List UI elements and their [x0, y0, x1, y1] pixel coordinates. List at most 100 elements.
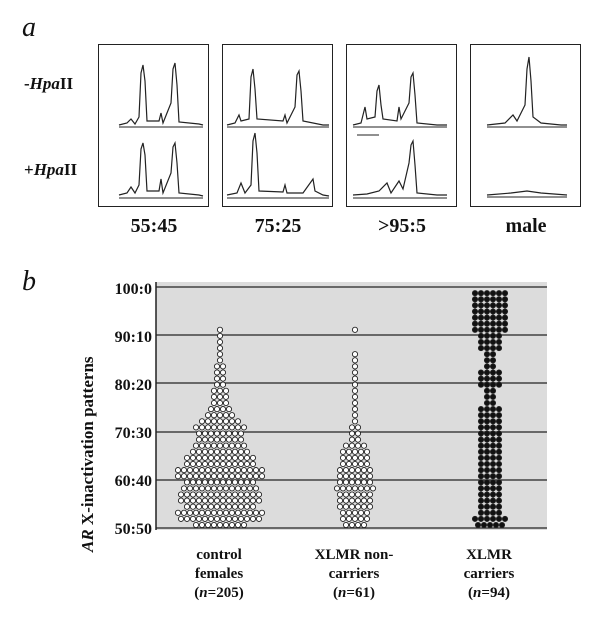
dot: [216, 509, 224, 516]
dot: [342, 473, 350, 480]
dot: [219, 406, 227, 413]
dot: [237, 436, 245, 443]
dot: [231, 479, 239, 486]
trace-box-95-5: [346, 44, 457, 207]
dot: [213, 515, 221, 522]
dot: [483, 308, 491, 315]
dot: [222, 509, 230, 516]
group-line1: XLMR: [466, 547, 512, 563]
dot: [192, 509, 200, 516]
dot: [354, 491, 362, 498]
dot: [483, 503, 491, 510]
dot: [483, 491, 491, 498]
dot: [489, 412, 497, 419]
dot: [351, 369, 359, 376]
dot: [207, 454, 215, 461]
dot: [177, 497, 185, 504]
dot: [207, 479, 215, 486]
dot: [483, 418, 491, 425]
dot: [207, 515, 215, 522]
dot: [351, 381, 359, 388]
dot: [483, 387, 491, 394]
trace-95-5-svg: [352, 70, 447, 199]
dot: [483, 479, 491, 486]
dot: [222, 424, 230, 431]
dot: [477, 515, 485, 522]
dot: [495, 430, 503, 437]
dot: [243, 503, 251, 510]
dot: [483, 454, 491, 461]
dot: [237, 479, 245, 486]
dot: [357, 460, 365, 468]
dot: [213, 430, 221, 437]
dot: [495, 296, 503, 303]
row-label-plus-hpaii: +HpaII: [24, 160, 77, 180]
dot: [336, 491, 344, 498]
dot: [495, 442, 503, 449]
dot: [225, 479, 233, 486]
dot: [219, 454, 227, 461]
dot: [483, 381, 491, 388]
dot: [474, 521, 482, 529]
group-line1: XLMR non-: [314, 547, 394, 563]
dot: [363, 454, 371, 461]
row-label-minus-hpaii: -HpaII: [24, 74, 73, 94]
dot: [225, 448, 233, 455]
dot: [348, 491, 356, 498]
dot: [348, 424, 356, 431]
dot: [489, 497, 497, 504]
dot: [195, 454, 203, 461]
dots-xlmr-carriers: [471, 290, 509, 529]
dot: [477, 454, 485, 461]
dot: [351, 351, 359, 358]
dot: [177, 515, 185, 522]
dot: [477, 418, 485, 425]
dot: [216, 338, 224, 346]
dot: [195, 460, 203, 468]
dot: [495, 509, 503, 516]
dot: [252, 509, 260, 516]
dot: [348, 521, 356, 529]
dot: [210, 485, 218, 492]
dot: [354, 424, 362, 431]
dot: [207, 448, 215, 455]
dot: [501, 296, 509, 303]
dot: [495, 473, 503, 480]
dot: [228, 473, 236, 480]
dot: [201, 515, 209, 522]
dot: [480, 521, 488, 529]
dot: [489, 308, 497, 315]
dot: [216, 345, 224, 352]
dot: [483, 515, 491, 522]
dot: [210, 393, 218, 400]
group-n: (n=205): [194, 585, 244, 601]
dot: [345, 485, 353, 492]
dot: [198, 424, 206, 431]
dot: [210, 387, 218, 394]
dot: [255, 515, 263, 522]
dot: [216, 351, 224, 358]
dot: [495, 454, 503, 461]
dot: [483, 473, 491, 480]
dot: [258, 509, 266, 516]
dot: [231, 515, 239, 522]
dot: [471, 308, 479, 315]
dot: [252, 485, 260, 492]
dot: [366, 467, 374, 474]
dot: [351, 375, 359, 382]
dot: [501, 290, 509, 297]
dot: [357, 485, 365, 492]
trace-plus: [352, 138, 447, 196]
dot: [348, 430, 356, 437]
dot: [477, 338, 485, 346]
dot: [195, 503, 203, 510]
dot: [222, 387, 230, 394]
dot: [477, 424, 485, 431]
dot: [495, 412, 503, 419]
dot: [228, 418, 236, 425]
dot: [495, 479, 503, 486]
ratio-label-95-5: >95:5: [377, 215, 427, 237]
dot: [183, 503, 191, 510]
dot: [483, 326, 491, 333]
dot: [201, 503, 209, 510]
